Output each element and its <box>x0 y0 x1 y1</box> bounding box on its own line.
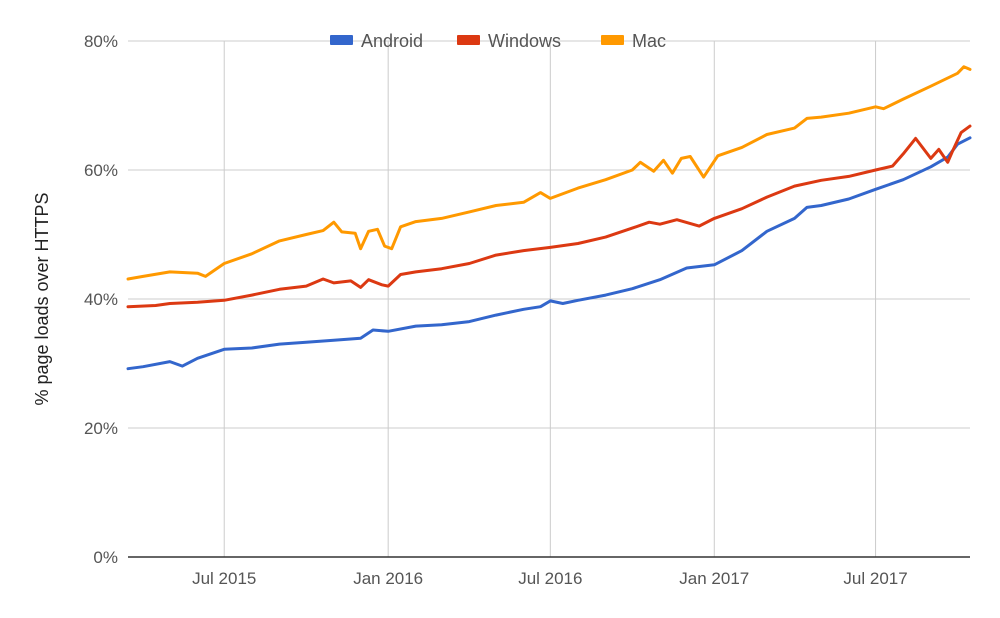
y-axis-ticks: 0% 20% 40% 60% 80% <box>84 32 118 567</box>
x-tick-label: Jul 2015 <box>192 569 256 588</box>
y-tick-label: 40% <box>84 290 118 309</box>
legend-label-android: Android <box>361 31 423 51</box>
x-tick-label: Jul 2017 <box>843 569 907 588</box>
y-tick-label: 80% <box>84 32 118 51</box>
legend-swatch-mac <box>601 35 624 45</box>
legend-label-mac: Mac <box>632 31 666 51</box>
legend-label-windows: Windows <box>488 31 561 51</box>
series-lines <box>126 65 972 371</box>
y-tick-label: 0% <box>93 548 118 567</box>
legend-swatch-windows <box>457 35 480 45</box>
y-tick-label: 20% <box>84 419 118 438</box>
legend: Android Windows Mac <box>330 31 666 51</box>
y-axis-label: % page loads over HTTPS <box>32 192 52 405</box>
series-line-android <box>126 136 972 371</box>
y-tick-label: 60% <box>84 161 118 180</box>
x-tick-label: Jul 2016 <box>518 569 582 588</box>
x-tick-label: Jan 2017 <box>679 569 749 588</box>
series-line-mac <box>126 65 972 281</box>
grid <box>128 40 970 557</box>
series-line-windows <box>126 124 972 309</box>
legend-swatch-android <box>330 35 353 45</box>
x-tick-label: Jan 2016 <box>353 569 423 588</box>
x-axis-ticks: Jul 2015 Jan 2016 Jul 2016 Jan 2017 Jul 2017 <box>192 569 908 588</box>
